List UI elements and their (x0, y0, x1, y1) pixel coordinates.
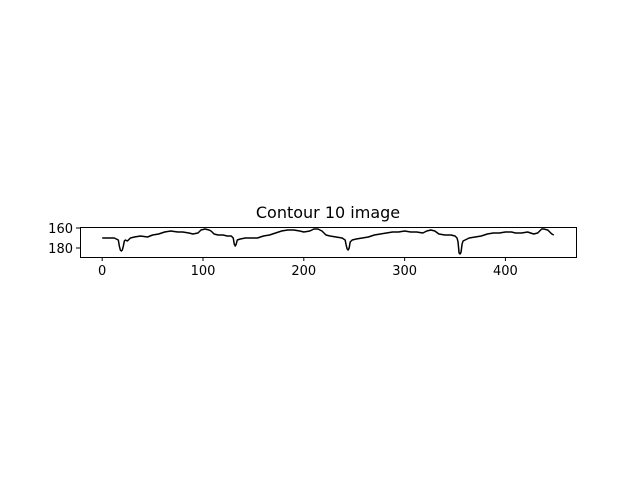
x-tick-label: 400 (493, 264, 518, 279)
chart-title: Contour 10 image (256, 203, 400, 222)
axis-ticks: 0 100 200 300 400 160 180 (48, 222, 518, 279)
x-tick-label: 200 (291, 264, 316, 279)
axes-frame (80, 227, 577, 258)
y-tick-label: 160 (48, 222, 73, 237)
contour-line-0 (102, 228, 555, 255)
y-tick-label: 180 (48, 242, 73, 257)
x-tick-label: 100 (191, 264, 216, 279)
x-tick-label: 300 (392, 264, 417, 279)
x-tick-label: 0 (98, 264, 106, 279)
plot-area (102, 228, 555, 255)
